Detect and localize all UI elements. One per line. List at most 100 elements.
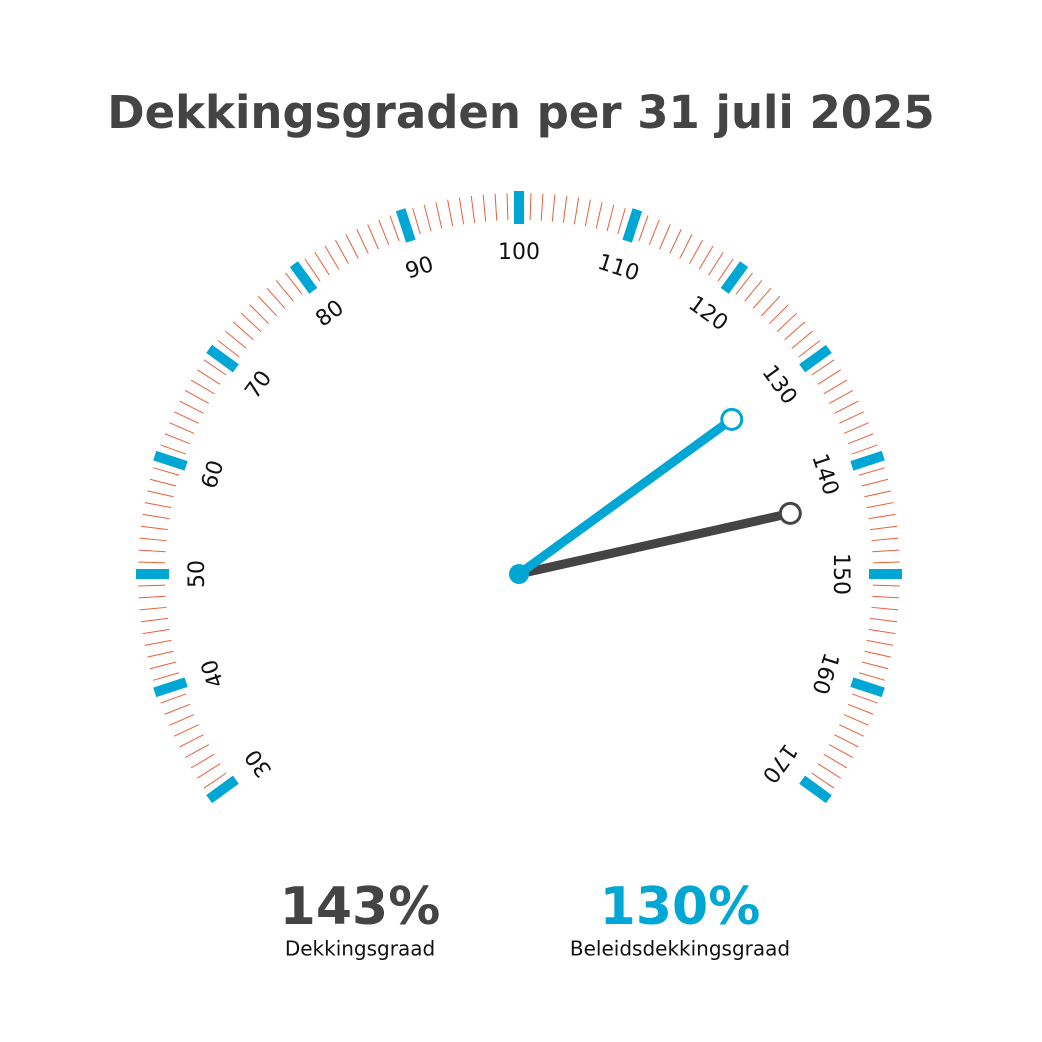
minor-tick <box>573 197 580 225</box>
tick-label: 50 <box>185 560 210 588</box>
tick-label: 120 <box>684 291 733 336</box>
minor-tick <box>735 272 753 295</box>
minor-tick <box>164 433 191 445</box>
minor-tick <box>847 703 874 715</box>
minor-tick <box>843 422 869 434</box>
major-tick <box>395 208 416 243</box>
minor-tick <box>142 513 170 520</box>
minor-tick <box>138 549 166 553</box>
minor-tick <box>811 359 835 376</box>
minor-tick <box>164 703 191 715</box>
minor-tick <box>828 390 854 404</box>
needle-tip <box>720 407 744 431</box>
minor-tick <box>144 502 172 509</box>
minor-tick <box>240 312 262 333</box>
value-label: 143% <box>280 877 441 937</box>
minor-tick <box>203 772 227 789</box>
minor-tick <box>197 763 221 779</box>
minor-tick <box>584 199 591 227</box>
minor-tick <box>197 369 221 385</box>
minor-tick <box>744 280 763 302</box>
minor-tick <box>871 606 899 611</box>
tick-label: 30 <box>241 744 278 781</box>
minor-tick <box>142 628 170 635</box>
minor-tick <box>858 467 886 476</box>
minor-tick <box>638 215 649 242</box>
minor-tick <box>149 478 177 487</box>
minor-tick <box>249 304 270 325</box>
minor-tick <box>335 239 349 265</box>
major-tick <box>206 344 239 373</box>
minor-tick <box>669 229 682 254</box>
tick-label: 150 <box>828 553 853 595</box>
minor-tick <box>540 193 544 221</box>
minor-tick <box>149 661 177 670</box>
minor-tick <box>871 537 899 542</box>
minor-tick <box>866 502 894 509</box>
minor-tick <box>138 584 166 587</box>
minor-tick <box>648 219 660 246</box>
minor-tick <box>174 411 199 424</box>
minor-tick <box>184 390 210 404</box>
tick-label: 100 <box>498 240 540 265</box>
minor-tick <box>184 744 210 758</box>
minor-tick <box>864 650 891 658</box>
minor-tick <box>851 693 878 704</box>
minor-tick <box>698 245 714 270</box>
minor-tick <box>858 672 886 681</box>
legend-label: Beleidsdekkingsgraad <box>570 937 790 961</box>
tick-label: 110 <box>595 250 643 287</box>
tick-label: 160 <box>806 650 843 698</box>
minor-tick <box>562 195 568 223</box>
tick-label: 170 <box>757 739 802 788</box>
minor-tick <box>169 714 195 726</box>
minor-tick <box>870 617 898 623</box>
tick-label: 90 <box>402 252 436 284</box>
minor-tick <box>839 724 864 737</box>
minor-tick <box>225 330 247 349</box>
minor-tick <box>304 258 321 282</box>
minor-tick <box>752 287 772 309</box>
minor-tick <box>868 628 896 635</box>
legend-label: Dekkingsgraad <box>285 937 435 961</box>
minor-tick <box>861 661 889 670</box>
minor-tick <box>494 193 498 221</box>
minor-tick <box>817 369 841 385</box>
minor-tick <box>345 234 359 259</box>
minor-tick <box>140 617 168 623</box>
minor-tick <box>798 340 821 358</box>
minor-tick <box>190 753 215 769</box>
minor-tick <box>768 304 789 325</box>
minor-tick <box>817 763 841 779</box>
tick-label: 70 <box>241 366 278 403</box>
minor-tick <box>861 478 889 487</box>
minor-tick <box>868 513 896 520</box>
minor-tick <box>314 252 330 276</box>
major-tick <box>850 677 885 698</box>
major-tick <box>799 344 832 373</box>
minor-tick <box>152 467 180 476</box>
tick-label: 130 <box>757 361 802 410</box>
needle <box>514 414 737 579</box>
minor-tick <box>470 195 476 223</box>
minor-tick <box>847 433 874 445</box>
minor-tick <box>689 239 703 265</box>
minor-tick <box>529 193 532 221</box>
minor-tick <box>356 229 369 254</box>
minor-tick <box>872 584 900 587</box>
major-tick <box>720 261 749 294</box>
needle <box>514 508 795 579</box>
tick-label: 140 <box>806 451 843 499</box>
minor-tick <box>139 606 167 611</box>
minor-tick <box>866 639 894 646</box>
minor-tick <box>506 193 509 221</box>
value-label: 130% <box>600 877 761 937</box>
minor-tick <box>864 490 891 498</box>
chart-title: Dekkingsgraden per 31 juli 2025 <box>107 86 935 139</box>
needle-tip <box>778 501 802 525</box>
minor-tick <box>144 639 172 646</box>
minor-tick <box>412 207 421 235</box>
minor-tick <box>147 490 174 498</box>
minor-tick <box>179 400 204 414</box>
